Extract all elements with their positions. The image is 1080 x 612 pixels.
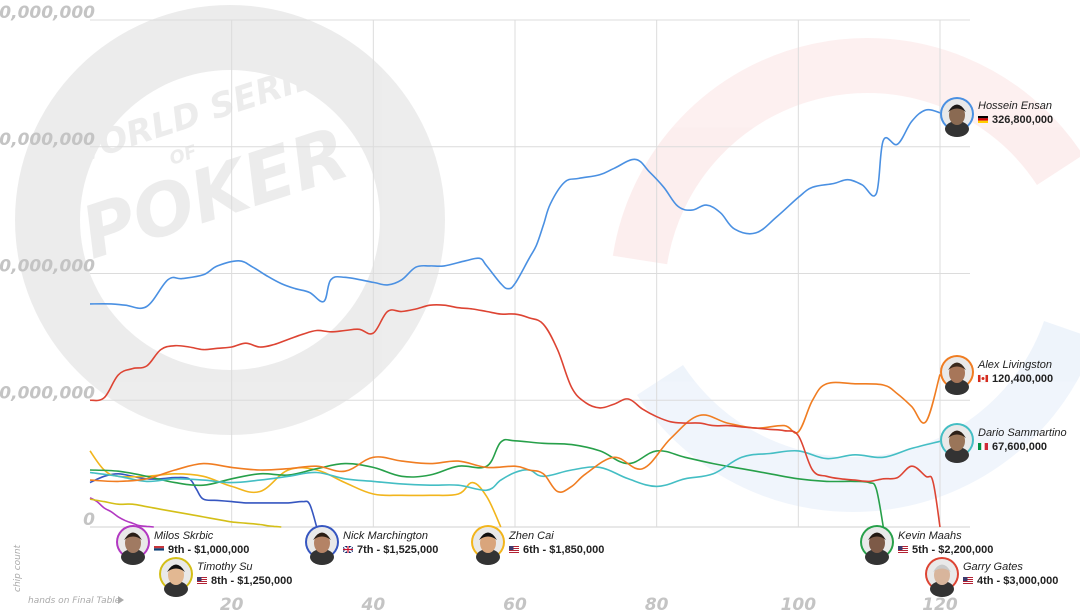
player-result: 4th - $3,000,000 xyxy=(977,575,1058,587)
player-result: 5th - $2,200,000 xyxy=(912,544,993,556)
player-name: Zhen Cai xyxy=(508,530,554,542)
watermark-spade-arc-red xyxy=(612,37,1080,265)
flag-us-icon xyxy=(898,546,908,553)
series-line-garry xyxy=(89,303,941,528)
player-result: 8th - $1,250,000 xyxy=(211,575,292,587)
player-marker-zhen: Zhen Cai 6th - $1,850,000 xyxy=(471,525,604,565)
flag-us-icon xyxy=(963,577,973,584)
y-tick-label: 400,000,000 xyxy=(0,3,95,23)
avatar xyxy=(865,532,889,565)
series-line-kevin xyxy=(89,438,885,528)
player-result: 6th - $1,850,000 xyxy=(523,544,604,556)
player-result: 9th - $1,000,000 xyxy=(168,544,249,556)
player-result: 67,600,000 xyxy=(992,441,1047,453)
flag-it-icon xyxy=(978,443,988,450)
series-lines xyxy=(89,108,941,528)
watermark-chip-outer xyxy=(15,5,445,435)
player-marker-alex: Alex Livingston 120,400,000 xyxy=(940,355,1053,395)
watermark-spade-arc-blue xyxy=(636,320,1080,512)
avatar xyxy=(945,430,969,463)
y-tick-label: 300,000,000 xyxy=(0,130,95,150)
avatar xyxy=(945,104,969,137)
wsop-watermark: WORLD SERIES OF POKER xyxy=(15,5,445,435)
flag-ca-icon xyxy=(977,374,989,383)
player-result: 7th - $1,525,000 xyxy=(357,544,438,556)
player-name: Alex Livingston xyxy=(977,359,1052,371)
player-markers: Hossein Ensan 326,800,000 Garry Gates 4th -… xyxy=(116,97,1067,597)
avatar xyxy=(476,532,500,565)
grid xyxy=(90,19,970,528)
wsop-spade-watermark xyxy=(612,37,1080,512)
avatar xyxy=(310,532,334,565)
avatar xyxy=(121,532,145,565)
player-name: Nick Marchington xyxy=(343,530,428,542)
x-axis-ticks: 20 40 60 80 100 120 xyxy=(220,595,958,612)
flag-rs-icon xyxy=(154,546,164,553)
player-name: Garry Gates xyxy=(963,561,1023,573)
y-axis-ticks: 0 100,000,000 200,000,000 300,000,000 400,00… xyxy=(0,3,95,530)
x-axis-label-arrow xyxy=(118,596,124,604)
player-name: Timothy Su xyxy=(197,561,253,573)
flag-uk-icon xyxy=(342,545,354,554)
y-axis-label: chip count xyxy=(13,544,23,592)
series-line-timothy xyxy=(89,498,282,528)
series-line-dario xyxy=(89,440,941,492)
x-tick-label: 120 xyxy=(922,595,958,612)
x-tick-label: 100 xyxy=(781,595,817,612)
series-line-alex xyxy=(89,374,941,493)
player-marker-timothy: Timothy Su 8th - $1,250,000 xyxy=(159,557,292,597)
avatar xyxy=(930,564,954,597)
player-marker-hossein: Hossein Ensan 326,800,000 xyxy=(940,97,1053,137)
player-result: 120,400,000 xyxy=(992,373,1053,385)
flag-de-icon xyxy=(978,116,988,123)
x-tick-label: 60 xyxy=(503,595,527,612)
player-marker-garry: Garry Gates 4th - $3,000,000 xyxy=(925,557,1058,597)
player-marker-dario: Dario Sammartino 67,600,000 xyxy=(940,423,1067,463)
player-name: Dario Sammartino xyxy=(978,427,1067,439)
avatar xyxy=(164,564,188,597)
player-marker-milos: Milos Skrbic 9th - $1,000,000 xyxy=(116,525,249,565)
series-line-hossein xyxy=(89,108,941,310)
y-tick-label: 200,000,000 xyxy=(0,257,95,277)
x-axis-label: hands on Final Table xyxy=(28,596,121,606)
avatar xyxy=(945,362,969,395)
watermark-chip-inner xyxy=(80,70,380,370)
player-name: Hossein Ensan xyxy=(978,100,1052,112)
player-name: Kevin Maahs xyxy=(898,530,962,542)
flag-us-icon xyxy=(197,577,207,584)
y-tick-label: 100,000,000 xyxy=(0,383,95,403)
player-marker-kevin: Kevin Maahs 5th - $2,200,000 xyxy=(860,525,993,565)
x-tick-label: 20 xyxy=(220,595,244,612)
y-tick-label: 0 xyxy=(83,510,95,530)
x-tick-label: 80 xyxy=(645,595,669,612)
series-line-milos xyxy=(89,497,154,528)
player-marker-nick: Nick Marchington 7th - $1,525,000 xyxy=(305,525,438,565)
flag-us-icon xyxy=(509,546,519,553)
player-name: Milos Skrbic xyxy=(154,530,214,542)
player-result: 326,800,000 xyxy=(992,114,1053,126)
x-tick-label: 40 xyxy=(360,595,385,612)
